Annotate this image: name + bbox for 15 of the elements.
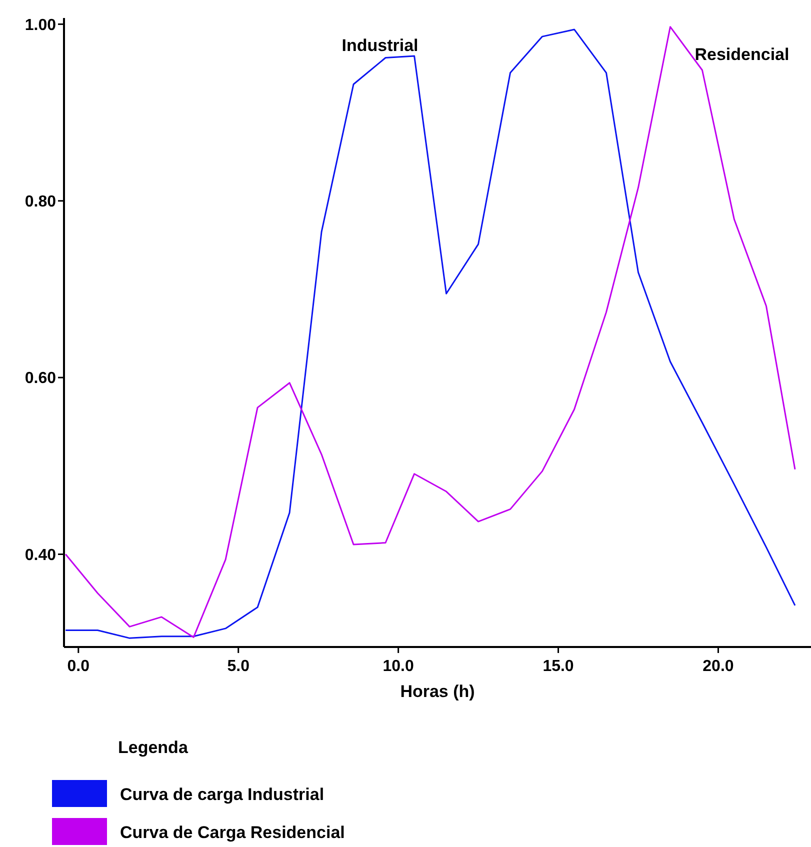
legend-label: Curva de Carga Residencial bbox=[120, 823, 345, 842]
y-tick-label: 0.80 bbox=[24, 193, 56, 210]
y-tick-label: 0.40 bbox=[24, 546, 56, 564]
annotation: Residencial bbox=[694, 45, 790, 64]
x-tick-label: 20.0 bbox=[702, 658, 734, 675]
y-tick-label: 0.60 bbox=[24, 370, 56, 388]
annotation: Industrial bbox=[342, 36, 418, 55]
y-tick-label: 1.00 bbox=[24, 16, 56, 34]
legend-title: Legenda bbox=[118, 738, 188, 757]
x-axis-title: Horas (h) bbox=[400, 682, 475, 701]
x-tick-label: 0.0 bbox=[67, 658, 90, 675]
x-tick-label: 15.0 bbox=[542, 658, 574, 675]
x-tick-label: 10.0 bbox=[382, 658, 414, 675]
legend-label: Curva de carga Industrial bbox=[120, 785, 324, 804]
x-tick-label: 5.0 bbox=[227, 658, 250, 675]
